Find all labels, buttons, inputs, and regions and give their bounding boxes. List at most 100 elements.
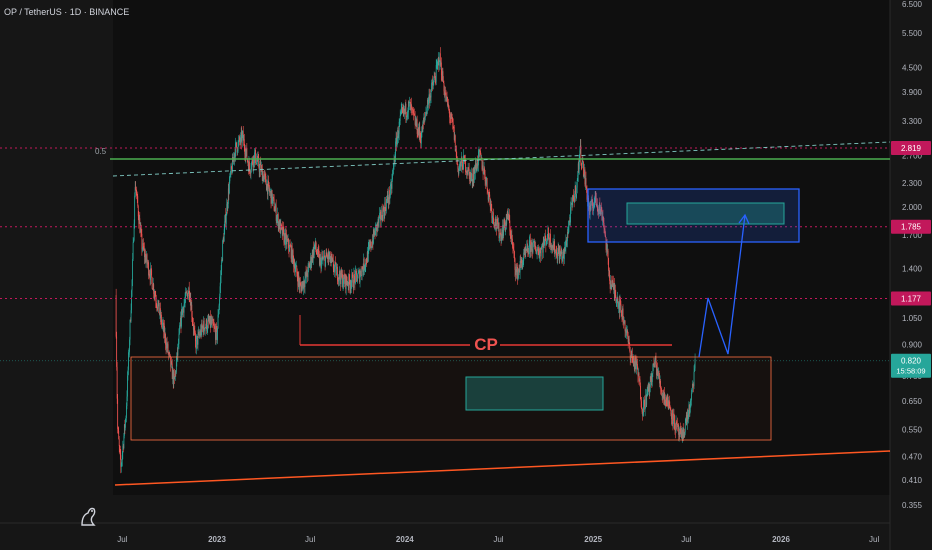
candle-body <box>355 270 357 272</box>
candle-body <box>525 250 527 253</box>
candle-body <box>272 197 273 204</box>
candle-body <box>325 252 327 258</box>
candle-body <box>258 166 260 172</box>
candle-body <box>526 245 528 247</box>
candle-body <box>283 229 285 243</box>
candle-body <box>413 113 415 115</box>
candle-body <box>282 227 284 236</box>
candle-body <box>639 379 641 386</box>
candle-body <box>423 117 425 119</box>
candle-body <box>459 164 461 168</box>
candle-body <box>202 326 204 333</box>
candle-body <box>544 236 546 239</box>
candle-body <box>645 395 647 408</box>
candle-body <box>188 287 190 296</box>
candle-body <box>568 220 570 227</box>
candle-body <box>461 157 463 162</box>
candle-body <box>467 167 469 175</box>
candle-body <box>458 167 460 174</box>
candle-body <box>566 239 567 246</box>
candle-body <box>558 248 560 252</box>
candle-body <box>129 339 130 352</box>
candle-body <box>590 204 591 210</box>
candle-body <box>491 207 493 219</box>
candle-body <box>407 114 408 117</box>
candle-body <box>306 270 307 277</box>
candle-body <box>130 319 131 322</box>
candle-body <box>409 101 411 103</box>
candle-body <box>296 265 298 274</box>
candle-body <box>344 275 346 284</box>
candle-body <box>148 274 150 276</box>
candle-body <box>172 370 174 379</box>
candle-body <box>644 399 646 410</box>
candle-body <box>134 187 136 196</box>
candle-body <box>118 439 120 446</box>
candle-body <box>505 220 507 230</box>
candle-body <box>247 160 249 164</box>
candle-body <box>235 142 237 144</box>
candle-body <box>572 195 573 206</box>
bar-countdown: 15:58:09 <box>896 367 925 376</box>
candle-body <box>366 262 368 263</box>
candle-body <box>501 233 503 239</box>
candle-body <box>594 197 596 203</box>
candle-body <box>208 322 210 323</box>
candle-body <box>517 271 519 280</box>
candle-body <box>377 223 378 226</box>
candle-body <box>672 409 673 424</box>
candle-body <box>335 268 337 276</box>
candle-body <box>412 109 414 111</box>
candle-body <box>136 195 138 197</box>
candle-body <box>453 126 455 140</box>
candle-body <box>486 178 488 190</box>
candle-body <box>161 324 163 325</box>
candle-body <box>537 248 538 250</box>
time-axis[interactable]: Jul 2023 Jul 2024 Jul 2025 Jul 2026 Jul <box>117 535 879 544</box>
candle-body <box>623 321 624 324</box>
blue-target-zone <box>587 188 800 243</box>
candle-body <box>408 101 410 104</box>
candle-body <box>562 250 564 252</box>
candle-body <box>527 251 529 253</box>
candle-body <box>147 262 149 265</box>
candle-body <box>365 259 367 267</box>
candle-body <box>142 243 144 249</box>
candle-body <box>558 251 560 261</box>
candle-body <box>184 302 185 305</box>
candle-body <box>670 410 672 415</box>
candle-body <box>245 147 247 151</box>
candle-body <box>636 361 638 364</box>
candle-body <box>538 249 540 255</box>
candle-body <box>362 267 364 269</box>
candle-body <box>445 92 447 101</box>
candle-body <box>417 133 419 136</box>
symbol-header[interactable]: OP / TetherUS · 1D · BINANCE <box>4 7 129 17</box>
candle-body <box>143 248 145 250</box>
candle-body <box>254 152 255 164</box>
candle-body <box>571 202 573 206</box>
candle-body <box>280 223 282 234</box>
candle-body <box>642 411 643 416</box>
candle-body <box>296 273 298 279</box>
candle-body <box>540 250 542 257</box>
candle-body <box>626 330 628 332</box>
candle-body <box>354 276 356 284</box>
candle-body <box>583 175 585 177</box>
candle-body <box>382 218 384 221</box>
candle-body <box>253 155 254 168</box>
candle-body <box>266 184 267 191</box>
candle-body <box>373 229 375 236</box>
candle-body <box>621 316 623 320</box>
candle-body <box>359 275 361 283</box>
candle-body <box>647 386 649 389</box>
tradingview-logo[interactable] <box>81 507 96 526</box>
candle-body <box>349 280 351 288</box>
candle-body <box>268 180 269 183</box>
candle-body <box>150 268 152 280</box>
candle-body <box>686 414 688 424</box>
candle-body <box>335 263 337 276</box>
candle-body <box>668 399 670 407</box>
candle-body <box>300 285 302 287</box>
